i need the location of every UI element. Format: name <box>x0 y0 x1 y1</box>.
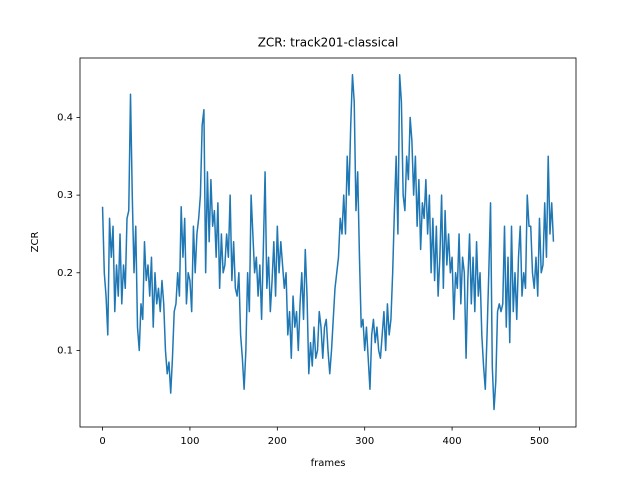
y-tick-label: 0.4 <box>57 112 73 123</box>
x-tick-label: 500 <box>530 436 549 447</box>
plot-frame <box>79 57 577 428</box>
x-tick-label: 100 <box>180 436 199 447</box>
y-tick-label: 0.2 <box>57 268 73 279</box>
data-line <box>101 74 555 411</box>
x-tick-label: 400 <box>443 436 462 447</box>
y-tick-label: 0.3 <box>57 190 73 201</box>
y-axis-label: ZCR <box>30 232 41 253</box>
x-tick-label: 200 <box>268 436 287 447</box>
chart-title: ZCR: track201-classical <box>258 36 399 50</box>
x-tick-label: 0 <box>99 436 105 447</box>
x-tick-label: 300 <box>355 436 374 447</box>
x-axis-label: frames <box>311 458 346 469</box>
y-tick-label: 0.1 <box>57 345 73 356</box>
